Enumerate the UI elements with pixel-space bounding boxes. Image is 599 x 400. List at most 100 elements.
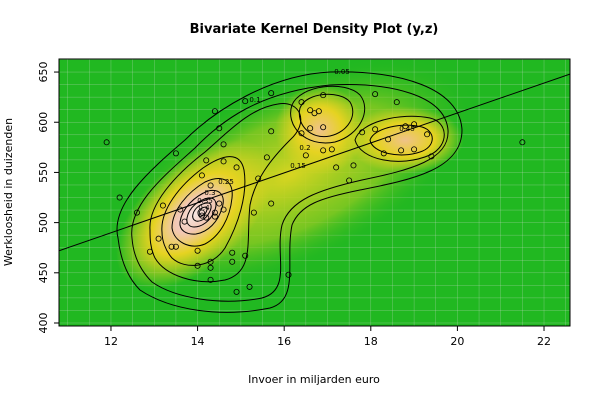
data-point: [359, 129, 366, 136]
data-point: [146, 248, 153, 255]
x-axis: 12 14 16 18 20 22: [104, 326, 551, 348]
data-point: [216, 200, 223, 207]
data-point: [411, 121, 418, 128]
data-point: [398, 147, 405, 154]
contour-label-0.15: 0.15: [290, 162, 306, 170]
data-point: [333, 164, 340, 171]
data-point: [207, 276, 214, 283]
contour-label-0.25: 0.25: [218, 178, 234, 186]
data-point: [315, 108, 322, 115]
data-point: [242, 252, 249, 259]
data-point: [350, 162, 357, 169]
x-axis-label: Invoer in miljarden euro: [248, 373, 380, 386]
data-point: [172, 150, 179, 157]
contour-line-right-0.15: [354, 115, 445, 162]
data-point: [233, 164, 240, 171]
data-point: [211, 209, 218, 216]
data-point: [372, 91, 379, 98]
data-point: [155, 235, 162, 242]
data-point: [246, 283, 253, 290]
data-point: [255, 175, 262, 182]
data-point: [229, 249, 236, 256]
data-point: [268, 200, 275, 207]
plot-frame: [58, 58, 571, 327]
contour-line-0.1: [131, 84, 449, 302]
data-point: [307, 125, 314, 132]
y-tick-label: 400: [37, 312, 50, 333]
contour-line-0.25: [171, 178, 233, 247]
x-tick-label: 22: [537, 335, 551, 348]
contour-label-0.35: 0.35: [197, 197, 213, 205]
data-point: [220, 141, 227, 148]
data-point: [229, 258, 236, 265]
plot-area: 0.05 0.1 0.15 0.2 0.25 0.3 0.35 0.4 0.45: [59, 59, 570, 326]
data-point: [203, 214, 210, 221]
contour-line-0.4: [192, 202, 212, 222]
data-point: [194, 262, 201, 269]
data-point: [181, 218, 188, 225]
contour-line-0.3: [179, 189, 224, 235]
contour-label-0.1: 0.1: [249, 96, 260, 104]
data-point: [298, 99, 305, 106]
y-axis: 400 450 500 550 600 650: [37, 62, 59, 333]
contour-labels: 0.05 0.1 0.15 0.2 0.25 0.3 0.35 0.4 0.45: [197, 68, 415, 212]
data-point: [302, 152, 309, 159]
data-point: [198, 172, 205, 179]
data-point: [372, 126, 379, 133]
data-point: [328, 146, 335, 153]
data-point: [198, 209, 205, 216]
data-point: [220, 158, 227, 165]
data-point: [203, 157, 210, 164]
data-point: [242, 98, 249, 105]
data-points: [103, 90, 526, 295]
data-point: [194, 247, 201, 254]
contour-label-0.3: 0.3: [204, 189, 215, 197]
data-point: [250, 209, 257, 216]
data-point: [424, 131, 431, 138]
data-point: [320, 92, 327, 99]
x-tick-label: 12: [104, 335, 118, 348]
contour-line-0.45: [197, 206, 208, 217]
data-point: [116, 194, 123, 201]
data-point: [168, 243, 175, 250]
contour-line-0.2: [161, 156, 246, 266]
contour-line-right-0.2: [369, 124, 433, 156]
data-point: [159, 202, 166, 209]
data-point: [402, 123, 409, 130]
data-point: [393, 99, 400, 106]
chart-title: Bivariate Kernel Density Plot (y,z): [190, 22, 439, 37]
contour-line-0.35: [186, 197, 217, 228]
x-tick-label: 14: [191, 335, 205, 348]
data-point: [207, 264, 214, 271]
data-point: [307, 107, 314, 114]
contour-line-0.15: [149, 103, 302, 283]
regression-line: [59, 73, 570, 252]
contour-label-0.2: 0.2: [299, 144, 310, 152]
data-point: [207, 182, 214, 189]
data-point: [133, 209, 140, 216]
data-point: [519, 139, 526, 146]
data-point: [298, 130, 305, 137]
data-point: [207, 258, 214, 265]
data-point: [216, 125, 223, 132]
contour-line-mid-0.2: [298, 93, 354, 138]
y-axis-label: Werkloosheid in duizenden: [2, 118, 15, 266]
data-point: [103, 139, 110, 146]
y-tick-label: 500: [37, 212, 50, 233]
data-point: [233, 288, 240, 295]
data-point: [320, 147, 327, 154]
data-point: [320, 124, 327, 131]
data-point: [211, 108, 218, 115]
data-point: [268, 128, 275, 135]
y-tick-label: 600: [37, 112, 50, 133]
contour-line-outer: [116, 71, 463, 313]
data-point: [285, 271, 292, 278]
data-point: [268, 90, 275, 97]
contour-label-0.4: 0.4: [198, 204, 210, 212]
data-point: [263, 154, 270, 161]
data-point: [411, 146, 418, 153]
data-point: [380, 150, 387, 157]
contour-label-0.45: 0.45: [399, 125, 415, 133]
x-tick-label: 16: [277, 335, 291, 348]
